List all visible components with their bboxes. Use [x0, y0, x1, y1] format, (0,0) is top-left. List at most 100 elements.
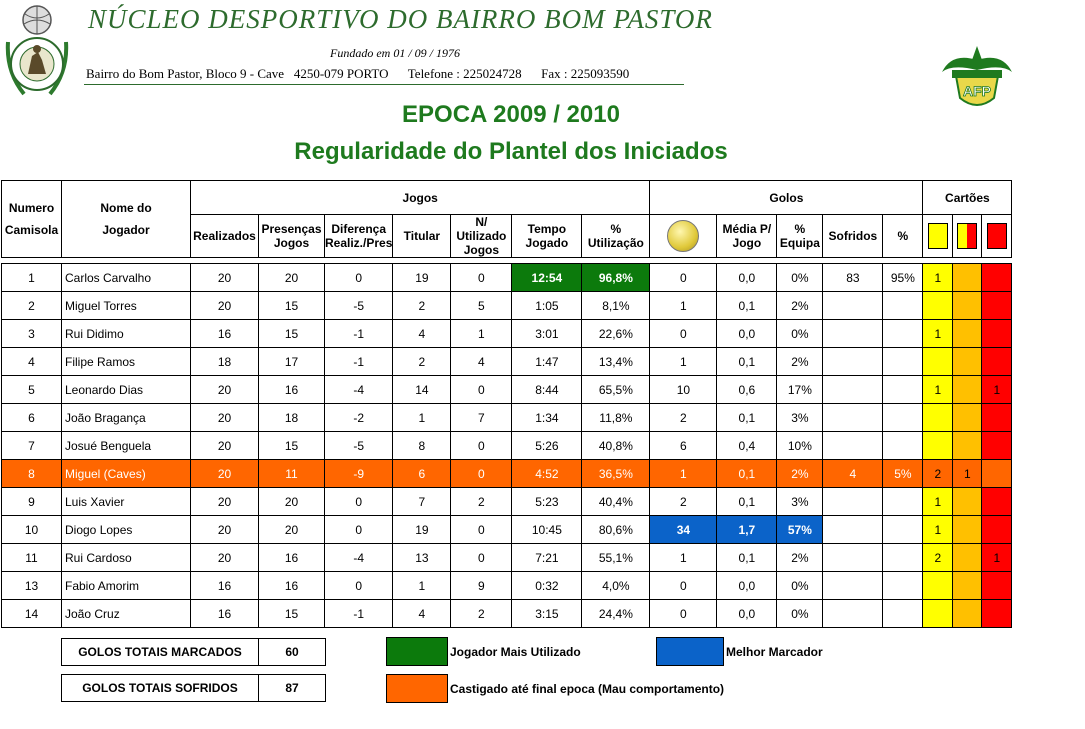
utilization: 24,4%	[581, 599, 651, 628]
team-goal-pct: 0%	[776, 319, 824, 348]
utilization: 55,1%	[581, 543, 651, 572]
table-row: 2 Miguel Torres 20 15 -5 2 5 1:05 8,1% 1 0,1 2%	[1, 291, 1013, 320]
col-header-conceded-pct: %	[882, 214, 924, 258]
table-row: 9 Luis Xavier 20 20 0 7 2 5:23 40,4% 2 0,1 3% 1	[1, 487, 1013, 516]
conceded-pct: 5%	[882, 459, 924, 488]
conceded-pct	[882, 319, 924, 348]
difference: 0	[323, 515, 394, 544]
table-row: 13 Fabio Amorim 16 16 0 1 9 0:32 4,0% 0 0,0 0%	[1, 571, 1013, 600]
goals-average: 0,4	[716, 431, 778, 460]
unused: 0	[450, 459, 513, 488]
starter: 14	[392, 375, 452, 404]
time-played: 0:32	[511, 571, 583, 600]
yellow-cards: 1	[922, 263, 954, 292]
shirt-number: 14	[1, 599, 62, 628]
unused: 0	[450, 375, 513, 404]
table-row: 1 Carlos Carvalho 20 20 0 19 0 12:54 96,8% 0 0,0 0%…	[1, 263, 1013, 292]
time-played: 5:23	[511, 487, 583, 516]
table-row: 5 Leonardo Dias 20 16 -4 14 0 8:44 65,5% 10 0,6 17%…	[1, 375, 1013, 404]
col-header-number: Numero Camisola	[1, 180, 62, 258]
goals-scored: 1	[649, 543, 718, 572]
conceded-pct	[882, 291, 924, 320]
goals-conceded	[822, 515, 884, 544]
col-header-average: Média P/ Jogo	[716, 214, 778, 258]
col-header-difference: Diferença Realiz./Pres	[323, 214, 394, 258]
legend-banned-swatch	[386, 674, 448, 703]
federation-logo: AFP	[942, 46, 1012, 106]
time-played: 4:52	[511, 459, 583, 488]
shirt-number: 5	[1, 375, 62, 404]
yellow-cards	[922, 571, 954, 600]
utilization: 65,5%	[581, 375, 651, 404]
founded-date: Fundado em 01 / 09 / 1976	[330, 46, 460, 60]
difference: 0	[323, 571, 394, 600]
second-yellow-cards	[952, 347, 983, 376]
goals-scored: 0	[649, 319, 718, 348]
goals-scored: 2	[649, 403, 718, 432]
utilization: 11,8%	[581, 403, 651, 432]
col-header-unused: N/ Utilizado Jogos	[450, 214, 513, 258]
goals-conceded	[822, 543, 884, 572]
goals-conceded: 83	[822, 263, 884, 292]
conceded-pct	[882, 515, 924, 544]
col-header-red-card	[981, 214, 1013, 258]
goals-conceded	[822, 347, 884, 376]
col-header-second-yellow	[952, 214, 983, 258]
attendance: 15	[258, 431, 325, 460]
group-header-games: Jogos	[189, 180, 651, 215]
time-played: 12:54	[511, 263, 583, 292]
team-goal-pct: 3%	[776, 403, 824, 432]
time-played: 3:01	[511, 319, 583, 348]
col-header-utilization: % Utilização	[581, 214, 651, 258]
goals-average: 0,1	[716, 487, 778, 516]
club-name: NÚCLEO DESPORTIVO DO BAIRRO BOM PASTOR	[88, 4, 713, 34]
yellow-cards: 1	[922, 375, 954, 404]
games-played: 20	[190, 431, 259, 460]
unused: 2	[450, 487, 513, 516]
goals-average: 0,0	[716, 571, 778, 600]
goals-conceded: 4	[822, 459, 884, 488]
games-played: 20	[190, 487, 259, 516]
unused: 0	[450, 543, 513, 572]
starter: 13	[392, 543, 452, 572]
yellow-cards	[922, 431, 954, 460]
second-yellow-cards	[952, 291, 983, 320]
red-cards	[981, 571, 1013, 600]
goals-scored: 6	[649, 431, 718, 460]
shirt-number: 13	[1, 571, 62, 600]
player-name: Miguel Torres	[61, 291, 191, 320]
total-scored-value: 60	[258, 638, 326, 666]
goals-average: 0,1	[716, 291, 778, 320]
conceded-pct	[882, 543, 924, 572]
difference: -5	[323, 431, 394, 460]
squad-stats-table: Numero Camisola Nome do Jogador Jogos Go…	[1, 180, 1013, 628]
legend-top-scorer-swatch	[656, 637, 724, 666]
games-played: 18	[190, 347, 259, 376]
header-divider	[84, 84, 684, 85]
red-cards	[981, 459, 1013, 488]
unused: 0	[450, 263, 513, 292]
unused: 2	[450, 599, 513, 628]
red-cards	[981, 319, 1013, 348]
player-name: Josué Benguela	[61, 431, 191, 460]
starter: 19	[392, 515, 452, 544]
second-yellow-cards	[952, 375, 983, 404]
utilization: 22,6%	[581, 319, 651, 348]
goals-scored: 2	[649, 487, 718, 516]
red-cards	[981, 515, 1013, 544]
club-logo	[5, 5, 69, 96]
starter: 2	[392, 291, 452, 320]
conceded-pct	[882, 347, 924, 376]
legend-most-used-swatch	[386, 637, 448, 666]
shirt-number: 2	[1, 291, 62, 320]
difference: -1	[323, 347, 394, 376]
table-row: 14 João Cruz 16 15 -1 4 2 3:15 24,4% 0 0,0 0%	[1, 599, 1013, 628]
games-played: 20	[190, 459, 259, 488]
goals-scored: 0	[649, 263, 718, 292]
second-yellow-cards	[952, 431, 983, 460]
table-row: 6 João Bragança 20 18 -2 1 7 1:34 11,8% 2 0,1 3%	[1, 403, 1013, 432]
second-yellow-cards	[952, 571, 983, 600]
goals-conceded	[822, 319, 884, 348]
player-name: Rui Cardoso	[61, 543, 191, 572]
starter: 7	[392, 487, 452, 516]
